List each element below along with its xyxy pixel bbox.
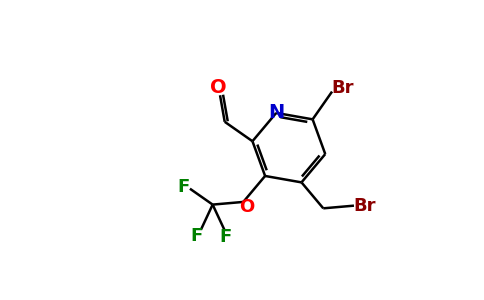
Text: F: F [220, 228, 232, 246]
Text: F: F [190, 227, 202, 245]
Text: N: N [268, 103, 284, 122]
Text: Br: Br [332, 79, 354, 97]
Text: Br: Br [353, 197, 376, 215]
Text: O: O [210, 78, 227, 97]
Text: O: O [239, 197, 254, 215]
Text: F: F [178, 178, 190, 196]
